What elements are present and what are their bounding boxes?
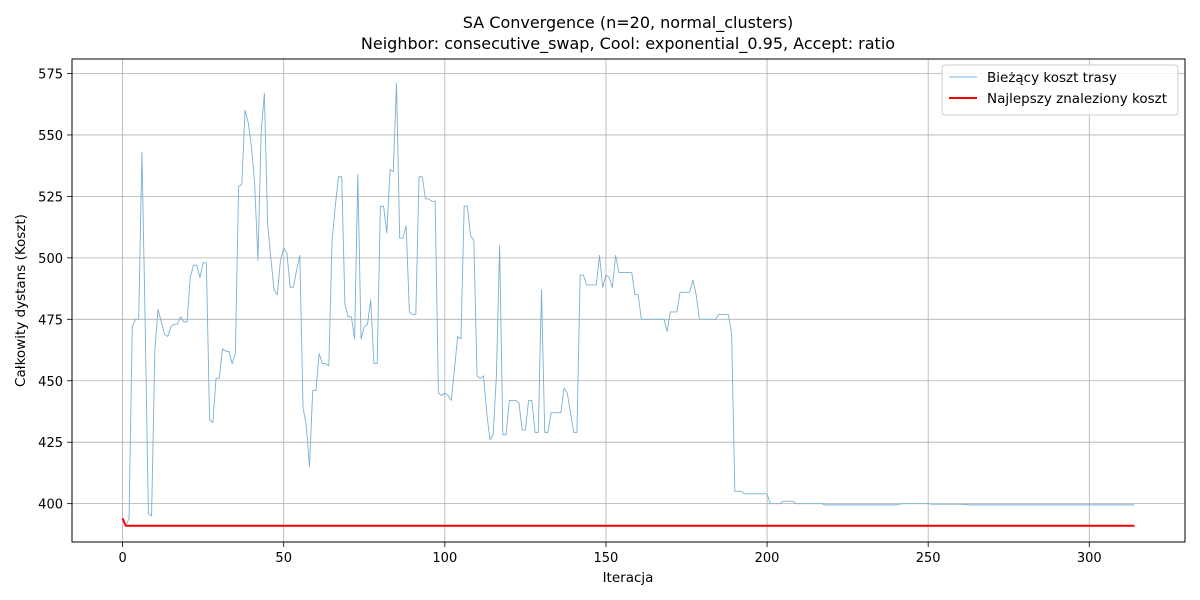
y-tick-label: 525: [38, 190, 63, 205]
plot-area-frame: [71, 58, 1186, 543]
x-tick-label: 200: [755, 551, 780, 566]
legend-label-current-cost: Bieżący koszt trasy: [987, 70, 1117, 86]
y-tick-label: 450: [38, 375, 63, 390]
series-line-current-cost: [122, 82, 1135, 527]
y-axis-label: Całkowity dystans (Koszt): [13, 214, 29, 387]
y-tick-label: 575: [38, 68, 63, 83]
x-tick-label: 300: [1077, 551, 1102, 566]
chart-title: SA Convergence (n=20, normal_clusters): [463, 13, 793, 33]
x-axis-label: Iteracja: [603, 570, 654, 586]
y-tick-label: 400: [38, 498, 63, 513]
x-tick-label: 100: [432, 551, 457, 566]
y-tick-label: 550: [38, 129, 63, 144]
y-tick-label: 425: [38, 436, 63, 451]
x-tick-label: 0: [118, 551, 126, 566]
legend: Bieżący koszt trasy Najlepszy znaleziony…: [941, 64, 1179, 116]
x-tick-label: 50: [275, 551, 292, 566]
ticks: 0 50 100 150 200 250 300 400 425 450 475 500 525 550 5…: [38, 68, 1102, 566]
legend-label-best-cost: Najlepszy znaleziony koszt: [987, 91, 1167, 107]
legend-box: [941, 64, 1179, 116]
grid: [72, 59, 1185, 542]
y-tick-label: 475: [38, 313, 63, 328]
series-layer: [121, 82, 1135, 527]
y-tick-label: 500: [38, 252, 63, 267]
x-tick-label: 250: [916, 551, 941, 566]
series-line-best-cost: [121, 518, 1135, 527]
chart-subtitle: Neighbor: consecutive_swap, Cool: expone…: [361, 34, 895, 54]
x-tick-label: 150: [594, 551, 619, 566]
